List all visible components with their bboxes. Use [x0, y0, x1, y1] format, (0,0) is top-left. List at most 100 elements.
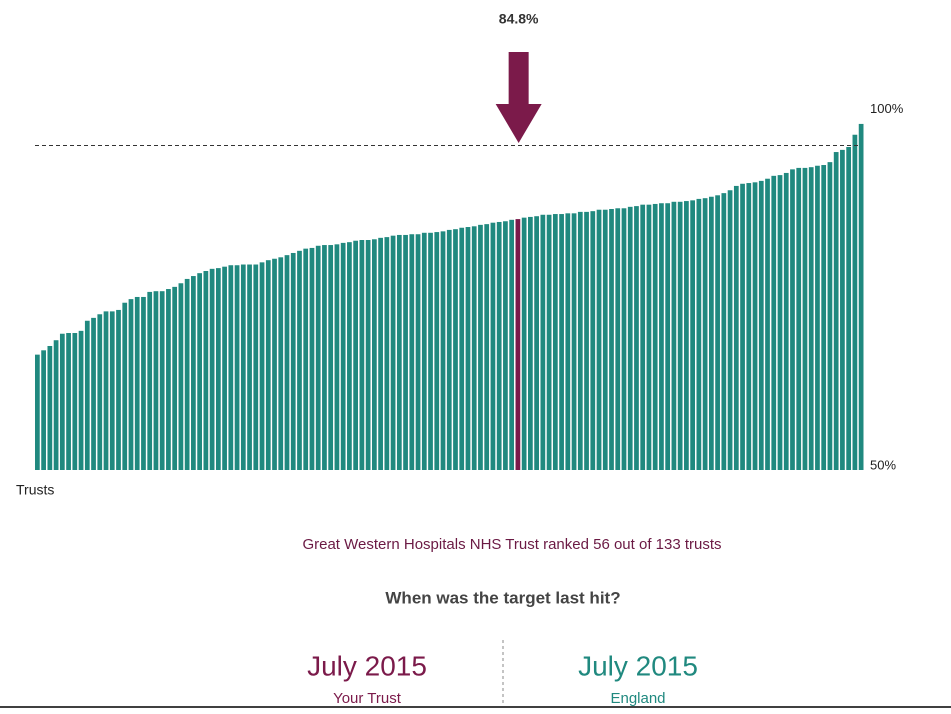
caption: Great Western Hospitals NHS Trust ranked…: [302, 536, 721, 553]
bar: [840, 149, 845, 470]
bar: [59, 333, 65, 470]
y-tick-label: 50%: [870, 457, 896, 472]
bar: [353, 240, 359, 470]
bar: [521, 217, 527, 470]
bar: [858, 123, 864, 471]
bar: [665, 203, 671, 471]
bar: [109, 311, 115, 470]
bar: [677, 201, 683, 470]
bar: [484, 224, 490, 470]
bar: [428, 232, 433, 470]
bar: [209, 268, 215, 470]
bar: [97, 314, 103, 470]
bar: [191, 276, 196, 470]
bar: [315, 245, 321, 470]
bar: [41, 350, 46, 470]
bar: [696, 198, 702, 471]
bar: [758, 180, 764, 470]
bar: [134, 296, 140, 470]
bar: [515, 219, 521, 470]
bar: [153, 291, 159, 470]
bar: [421, 232, 427, 470]
question: When was the target last hit?: [385, 588, 620, 607]
bar: [777, 175, 783, 470]
bar: [297, 250, 302, 470]
bar: [228, 265, 234, 470]
bar: [53, 340, 59, 470]
bar: [546, 214, 552, 470]
bar: [634, 206, 639, 470]
bar: [771, 175, 777, 470]
bar: [540, 214, 546, 470]
bar: [684, 201, 689, 470]
bar: [708, 196, 714, 470]
bar: [303, 248, 309, 470]
bar: [733, 185, 739, 470]
bar: [284, 255, 290, 470]
bar: [359, 240, 365, 470]
bar: [577, 211, 583, 470]
bar: [128, 299, 134, 470]
bar: [103, 311, 109, 470]
bar: [159, 291, 165, 470]
bar: [84, 320, 90, 470]
bar: [565, 213, 571, 470]
bar: [47, 345, 53, 470]
bar: [434, 232, 440, 470]
bar: [652, 203, 658, 471]
bar: [496, 221, 502, 470]
bar: [309, 247, 315, 470]
bar: [815, 165, 820, 470]
bar: [646, 204, 652, 470]
bar: [471, 226, 477, 470]
bar: [609, 208, 614, 471]
bar: [752, 182, 758, 471]
bar: [290, 252, 296, 470]
highlight-label: 84.8%: [499, 11, 539, 27]
bar: [415, 234, 421, 470]
bar: [178, 283, 184, 470]
bar: [509, 219, 515, 470]
bar: [253, 264, 259, 470]
bar: [215, 268, 221, 470]
bar: [122, 302, 128, 470]
bar: [490, 222, 496, 470]
bar: [465, 227, 471, 470]
bar: [347, 242, 352, 470]
bar: [396, 234, 402, 470]
x-axis-label: Trusts: [16, 482, 54, 498]
bar: [166, 289, 171, 470]
bar: [552, 214, 558, 470]
bar: [340, 242, 346, 470]
bar: [384, 237, 390, 470]
bar: [846, 146, 852, 470]
bar: [390, 235, 396, 470]
arrow: [495, 52, 542, 143]
bar: [116, 309, 121, 470]
bar: [35, 354, 40, 470]
bar: [746, 183, 752, 471]
bar: [78, 330, 84, 470]
bar: [627, 206, 633, 470]
bar: [528, 216, 533, 470]
panel-date: July 2015: [578, 650, 698, 681]
bar: [796, 167, 802, 470]
bar: [440, 231, 446, 470]
bar: [690, 200, 696, 470]
panel-label: Your Trust: [333, 690, 402, 707]
y-tick-label: 100%: [870, 101, 904, 116]
bar: [147, 291, 153, 470]
bar: [234, 265, 240, 470]
bar: [827, 162, 833, 470]
bar: [478, 224, 483, 470]
bar: [446, 229, 452, 470]
bar: [571, 213, 577, 470]
panel-date: July 2015: [307, 650, 427, 681]
bar: [272, 258, 277, 470]
bar: [765, 178, 770, 470]
bar: [559, 214, 564, 470]
bar: [640, 204, 646, 470]
bar: [702, 198, 708, 471]
bar: [721, 193, 727, 471]
